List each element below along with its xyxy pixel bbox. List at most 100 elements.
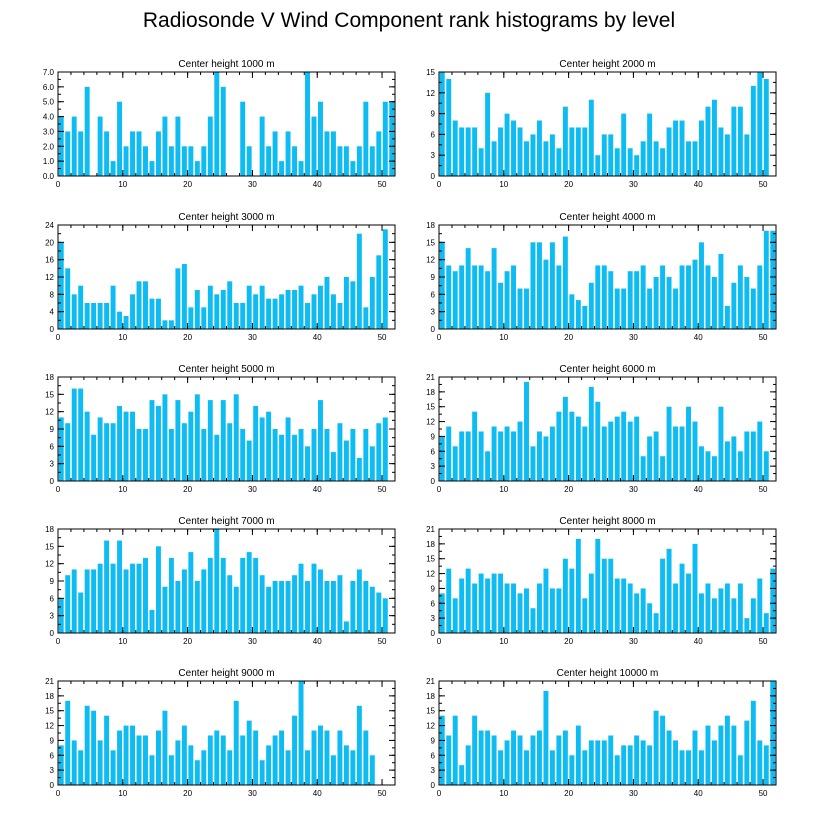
bar: [750, 598, 756, 633]
y-tick-label: 20: [45, 238, 54, 247]
bar: [673, 288, 679, 329]
y-tick-label: 15: [45, 542, 54, 551]
bar: [763, 230, 769, 329]
y-tick-label: 3: [431, 151, 436, 160]
bar: [337, 146, 343, 176]
bar: [149, 609, 155, 633]
bar: [311, 294, 317, 329]
y-tick-label: 3: [50, 612, 55, 621]
x-tick-label: 40: [313, 637, 322, 646]
bar: [246, 146, 252, 176]
x-tick-label: 40: [313, 333, 322, 342]
bar: [58, 417, 64, 481]
bar: [285, 581, 291, 633]
x-tick-label: 20: [564, 180, 573, 189]
bar: [472, 265, 478, 329]
bar: [253, 294, 259, 329]
bar: [556, 588, 562, 633]
bar: [207, 735, 213, 785]
x-tick-label: 50: [759, 789, 768, 798]
bar: [259, 116, 265, 176]
x-tick-label: 0: [56, 180, 61, 189]
bar: [240, 557, 246, 633]
y-tick-label: 3: [431, 766, 436, 775]
bar: [188, 411, 194, 481]
bar: [524, 381, 529, 481]
bar: [318, 725, 323, 785]
y-tick-label: 12: [45, 273, 54, 282]
bar: [485, 271, 491, 329]
y-tick-label: 6: [50, 442, 55, 451]
bar: [472, 583, 478, 633]
bar: [207, 116, 213, 176]
y-tick-label: 5.0: [43, 98, 55, 107]
bar: [724, 305, 730, 329]
bar: [439, 436, 445, 481]
panel-title: Center height 6000 m: [559, 364, 655, 375]
histogram-panel-6: Center height 6000 m 0 10 20 30 40 50 0 3 6 9 12 15 1…: [426, 364, 777, 494]
bar: [757, 265, 763, 329]
y-tick-label: 9: [431, 432, 436, 441]
x-tick-label: 40: [694, 485, 703, 494]
bar: [117, 101, 123, 176]
y-tick-label: 12: [426, 570, 435, 579]
bar: [446, 265, 452, 329]
bar: [770, 681, 776, 785]
bar: [343, 277, 349, 329]
bar: [97, 740, 103, 785]
bar: [123, 316, 129, 329]
bar: [711, 456, 717, 481]
bar: [608, 421, 614, 481]
y-tick-label: 24: [45, 221, 54, 230]
bar: [65, 575, 71, 633]
y-tick-label: 9: [431, 110, 436, 119]
bar: [201, 307, 207, 329]
bar: [104, 715, 110, 785]
bar: [117, 730, 123, 785]
bar: [640, 456, 646, 481]
x-tick-label: 40: [694, 333, 703, 342]
bar: [673, 740, 679, 785]
bar: [718, 725, 724, 785]
y-tick-label: 12: [426, 89, 435, 98]
bar: [478, 730, 484, 785]
bar: [110, 750, 116, 785]
panel-title: Center height 9000 m: [178, 668, 274, 679]
bar: [168, 557, 174, 633]
bar: [298, 681, 304, 785]
bar: [549, 242, 555, 329]
bar: [536, 583, 542, 633]
bar: [737, 755, 743, 785]
bar: [569, 568, 575, 633]
bar: [446, 78, 452, 176]
bar: [582, 426, 588, 481]
panel-title: Center height 5000 m: [178, 364, 274, 375]
x-tick-label: 30: [629, 485, 638, 494]
x-tick-label: 20: [564, 485, 573, 494]
y-tick-label: 0: [50, 477, 55, 486]
bar: [718, 406, 724, 481]
y-tick-label: 0: [431, 781, 436, 790]
bar: [97, 563, 103, 633]
x-tick-label: 30: [629, 180, 638, 189]
y-tick-label: 6: [431, 130, 436, 139]
bar: [65, 700, 71, 785]
bar: [130, 563, 135, 633]
bar: [692, 421, 698, 481]
bar: [543, 568, 549, 633]
bar: [272, 298, 278, 329]
bar: [530, 446, 536, 481]
bar: [562, 730, 568, 785]
x-tick-label: 30: [248, 180, 257, 189]
bar: [117, 311, 123, 329]
bar: [770, 230, 776, 329]
bar: [330, 755, 336, 785]
x-tick-label: 50: [378, 637, 387, 646]
bar: [588, 99, 594, 176]
bar: [305, 446, 310, 481]
bar: [660, 456, 666, 481]
bar: [627, 271, 633, 329]
bar: [750, 431, 756, 481]
bar: [459, 765, 465, 785]
